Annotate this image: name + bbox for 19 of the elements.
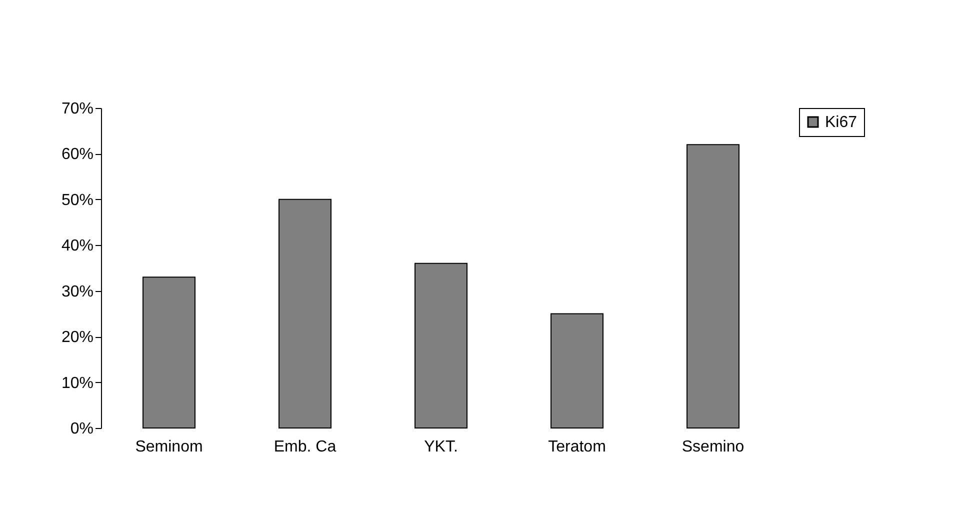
bar bbox=[686, 144, 740, 428]
bar bbox=[414, 262, 468, 428]
x-tick-label: Emb. Ca bbox=[274, 438, 336, 456]
y-tick-label: 10% bbox=[61, 374, 94, 392]
y-tick-label: 0% bbox=[70, 420, 94, 438]
x-tick-label: Ssemino bbox=[682, 438, 744, 456]
bar bbox=[278, 198, 332, 428]
y-tick-label: 50% bbox=[61, 192, 94, 209]
x-tick-label: Seminom bbox=[135, 438, 203, 456]
x-tick-label: Teratom bbox=[548, 438, 606, 456]
bar bbox=[550, 313, 604, 428]
y-tick-label: 70% bbox=[61, 100, 94, 118]
y-tick-label: 60% bbox=[61, 146, 94, 164]
x-tick-label: YKT. bbox=[424, 438, 458, 456]
y-tick-label: 20% bbox=[61, 329, 94, 346]
bar bbox=[142, 276, 196, 428]
y-tick-label: 40% bbox=[61, 238, 94, 255]
legend-label: Ki67 bbox=[825, 114, 858, 131]
y-tick-label: 30% bbox=[61, 283, 94, 300]
